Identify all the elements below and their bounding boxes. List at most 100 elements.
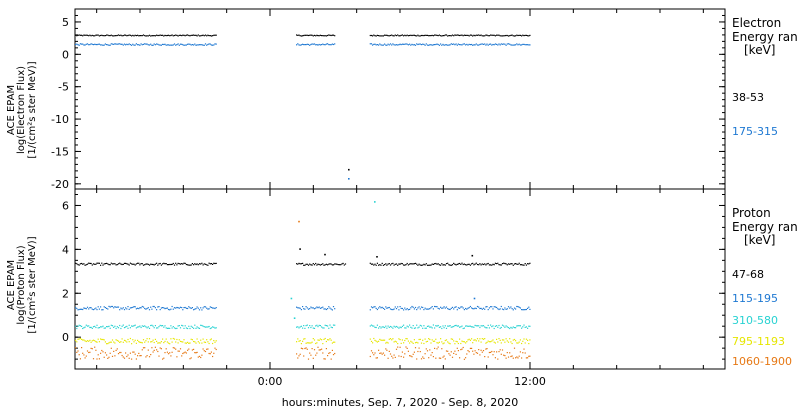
data-point-175-315 (424, 44, 426, 46)
data-point-310-580 (133, 325, 135, 327)
data-point-38-53 (322, 35, 324, 37)
data-point-795-1193 (82, 339, 84, 341)
data-point-1060-1900 (107, 357, 109, 359)
data-point-47-68 (324, 264, 326, 266)
data-point-47-68 (102, 264, 104, 266)
data-point-310-580 (121, 325, 123, 327)
data-point-1060-1900 (395, 348, 398, 350)
data-point-795-1193 (503, 339, 505, 341)
data-point-175-315 (138, 44, 140, 46)
data-point-1060-1900 (322, 352, 324, 354)
data-point-175-315 (478, 44, 480, 46)
data-point-795-1193 (493, 341, 495, 343)
data-point-1060-1900 (208, 352, 210, 355)
data-point-310-580 (126, 325, 128, 327)
data-point-47-68 (109, 264, 111, 266)
data-point-1060-1900 (411, 356, 413, 358)
data-point-38-53 (139, 35, 141, 37)
data-point-115-195 (198, 309, 201, 311)
data-point-38-53 (467, 34, 469, 36)
data-point-1060-1900 (307, 358, 310, 360)
data-point-1060-1900 (492, 354, 494, 356)
outlier-point (348, 178, 350, 180)
data-point-47-68 (414, 262, 417, 264)
data-point-795-1193 (430, 342, 432, 344)
data-point-310-580 (440, 326, 442, 328)
data-point-38-53 (115, 35, 117, 37)
data-point-47-68 (404, 264, 406, 266)
data-point-795-1193 (109, 341, 111, 343)
data-point-310-580 (319, 325, 321, 327)
data-point-310-580 (426, 325, 429, 327)
data-point-38-53 (445, 34, 448, 36)
data-point-1060-1900 (516, 356, 518, 358)
data-point-795-1193 (83, 339, 85, 341)
data-point-175-315 (111, 43, 114, 45)
data-point-1060-1900 (426, 350, 429, 352)
data-point-47-68 (201, 262, 203, 264)
data-point-38-53 (370, 34, 373, 37)
data-point-175-315 (134, 44, 136, 46)
data-point-38-53 (374, 35, 376, 37)
data-point-1060-1900 (329, 352, 331, 354)
data-point-47-68 (312, 263, 314, 265)
data-point-115-195 (104, 307, 106, 309)
data-point-1060-1900 (145, 356, 147, 358)
data-point-795-1193 (90, 341, 92, 343)
data-point-795-1193 (86, 340, 89, 342)
data-point-1060-1900 (114, 355, 116, 357)
data-point-795-1193 (315, 342, 317, 345)
data-point-175-315 (79, 43, 81, 45)
data-point-795-1193 (374, 339, 376, 341)
data-point-1060-1900 (440, 357, 442, 359)
data-point-47-68 (434, 263, 436, 265)
data-point-38-53 (321, 35, 323, 37)
data-point-115-195 (137, 307, 139, 309)
data-point-115-195 (189, 307, 191, 309)
data-point-1060-1900 (139, 355, 141, 357)
data-point-310-580 (496, 325, 498, 327)
data-point-175-315 (203, 44, 205, 46)
data-point-795-1193 (139, 341, 141, 343)
data-point-38-53 (407, 35, 409, 37)
data-point-1060-1900 (172, 347, 174, 349)
data-point-795-1193 (462, 341, 464, 343)
data-point-115-195 (110, 305, 112, 308)
data-point-310-580 (469, 325, 471, 327)
data-point-175-315 (391, 44, 393, 46)
data-point-38-53 (454, 34, 456, 36)
data-point-47-68 (151, 263, 153, 265)
data-point-1060-1900 (506, 352, 508, 354)
data-point-38-53 (419, 35, 421, 37)
data-point-38-53 (109, 35, 111, 37)
data-point-115-195 (178, 307, 180, 309)
data-point-115-195 (453, 308, 455, 310)
data-point-47-68 (139, 264, 141, 266)
data-point-1060-1900 (210, 351, 212, 353)
data-point-795-1193 (428, 338, 430, 340)
data-point-115-195 (90, 307, 92, 309)
data-point-1060-1900 (129, 352, 131, 354)
data-point-175-315 (98, 43, 100, 45)
data-point-175-315 (442, 43, 444, 45)
data-point-115-195 (329, 307, 331, 309)
data-point-47-68 (413, 263, 415, 265)
data-point-310-580 (107, 326, 109, 328)
data-point-1060-1900 (177, 350, 179, 352)
data-point-795-1193 (472, 342, 474, 344)
data-point-47-68 (88, 262, 90, 264)
data-point-795-1193 (523, 338, 525, 340)
data-point-47-68 (429, 264, 431, 266)
data-point-795-1193 (156, 340, 158, 342)
data-point-115-195 (194, 308, 196, 310)
data-point-38-53 (437, 35, 439, 37)
data-point-115-195 (139, 307, 141, 309)
data-point-38-53 (91, 34, 93, 36)
data-point-795-1193 (316, 342, 318, 344)
data-point-47-68 (296, 263, 298, 265)
data-point-47-68 (456, 263, 458, 265)
data-point-38-53 (159, 34, 161, 36)
data-point-175-315 (384, 43, 386, 45)
data-point-1060-1900 (313, 349, 316, 351)
data-point-795-1193 (79, 337, 81, 340)
